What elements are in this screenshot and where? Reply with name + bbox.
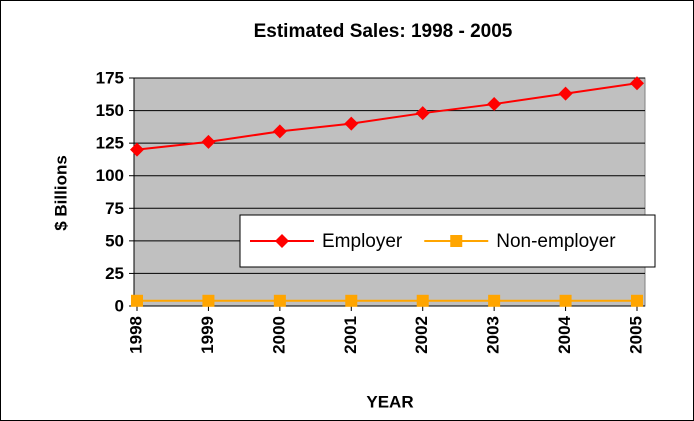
y-tick-label: 25 — [105, 264, 124, 283]
series-line — [136, 82, 638, 151]
legend-marker — [450, 235, 463, 247]
x-axis-label: YEAR — [366, 392, 413, 411]
data-point — [488, 294, 501, 307]
y-tick-label: 50 — [105, 231, 124, 250]
data-point — [416, 294, 429, 307]
y-tick-label: 75 — [105, 199, 124, 218]
data-point — [344, 116, 359, 131]
data-point — [630, 76, 644, 91]
x-tick-label: 2002 — [412, 316, 431, 354]
chart-title: Estimated Sales: 1998 - 2005 — [254, 21, 513, 42]
data-point — [631, 294, 643, 307]
legend-marker — [275, 234, 289, 248]
legend-label: Employer — [322, 231, 403, 252]
x-tick-label: 1999 — [198, 316, 217, 354]
y-tick-label: 150 — [96, 101, 124, 120]
x-tick-label: 2003 — [484, 316, 503, 354]
x-tick-label: 2001 — [341, 316, 360, 354]
data-point — [201, 134, 216, 149]
x-tick-label: 2000 — [269, 316, 288, 354]
data-point — [130, 142, 144, 157]
data-point — [273, 294, 286, 307]
legend-label: Non-employer — [496, 231, 616, 252]
y-tick-label: 0 — [115, 296, 124, 315]
data-point — [559, 294, 572, 307]
y-tick-label: 125 — [96, 134, 124, 153]
data-point — [415, 106, 430, 121]
y-axis-label: $ Billions — [51, 155, 70, 231]
data-point — [345, 294, 358, 307]
plot-area — [133, 77, 646, 307]
y-tick-label: 175 — [96, 68, 124, 87]
data-point — [558, 86, 573, 101]
y-tick-label: 100 — [96, 166, 124, 185]
x-tick-label: 2005 — [626, 316, 645, 354]
x-tick-label: 1998 — [126, 316, 145, 354]
data-point — [202, 294, 215, 307]
x-tick-label: 2004 — [555, 315, 574, 353]
data-point — [131, 294, 143, 307]
data-point — [487, 97, 502, 112]
data-point — [272, 124, 287, 139]
